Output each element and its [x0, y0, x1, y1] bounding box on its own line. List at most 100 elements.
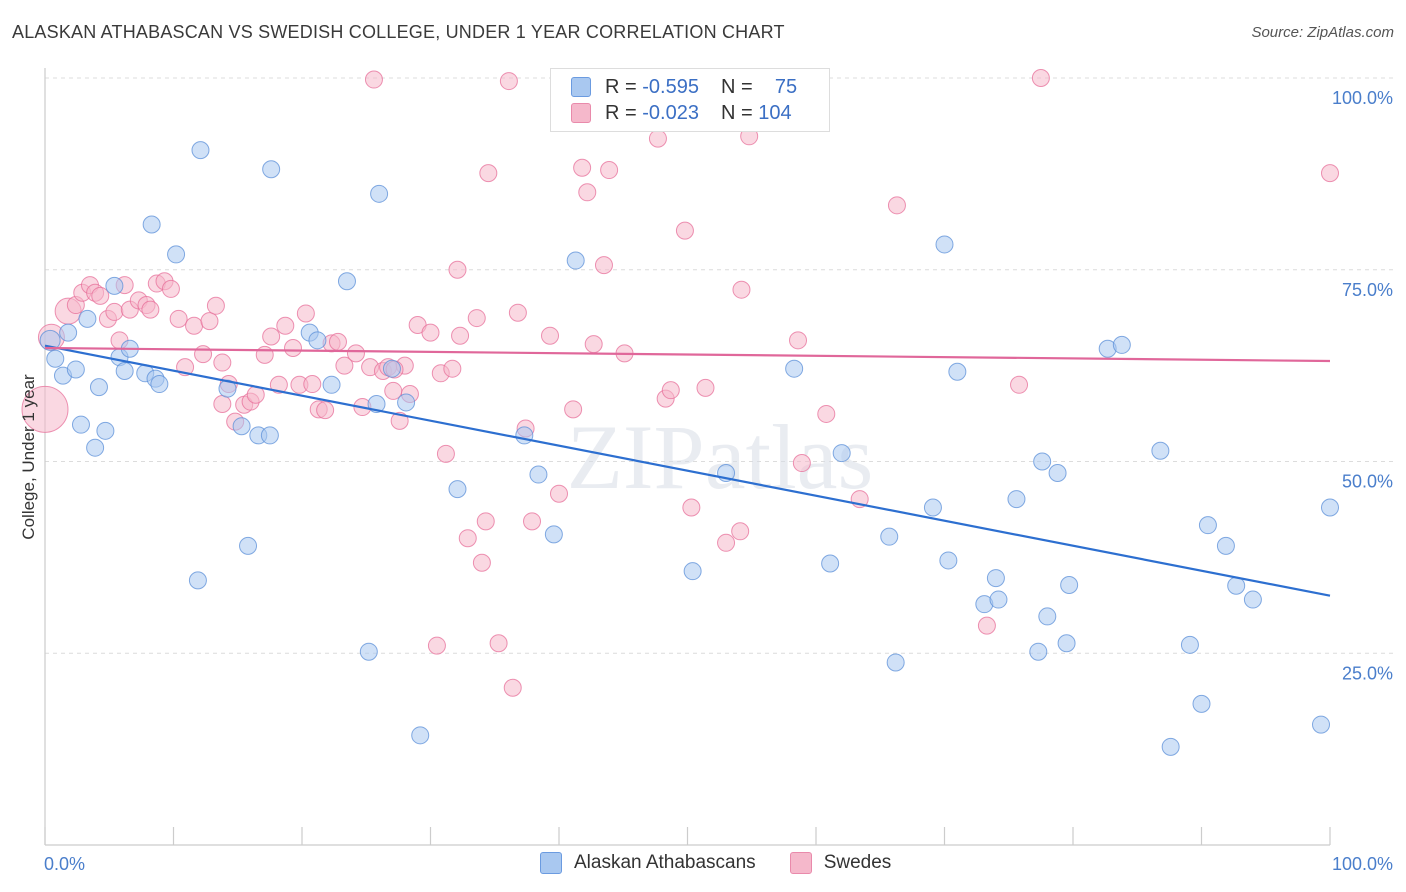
- swede-point: [213, 394, 232, 413]
- x-tick-label: 100.0%: [1332, 854, 1393, 874]
- swede-point: [584, 335, 603, 354]
- axes: [44, 68, 1331, 846]
- swede-point: [1031, 69, 1050, 87]
- swede-point: [661, 381, 680, 400]
- swede-point: [1010, 375, 1029, 394]
- tick-labels: 100.0% 75.0% 50.0% 25.0% 0.0% 100.0%: [44, 88, 1393, 874]
- legend-swatch-swedes: [571, 103, 591, 123]
- athabascan-point: [785, 359, 804, 378]
- chart-title: ALASKAN ATHABASCAN VS SWEDISH COLLEGE, U…: [12, 22, 785, 42]
- swede-point: [817, 404, 836, 423]
- athabascan-point: [188, 571, 207, 590]
- swede-point: [573, 158, 592, 177]
- athabascan-point: [115, 361, 134, 380]
- legend-row-athabascans: R = -0.595 N = 75: [571, 74, 797, 100]
- swede-point: [792, 454, 811, 473]
- swede-point: [200, 312, 219, 331]
- athabascan-point: [397, 393, 416, 412]
- athabascan-trend-line: [44, 344, 1331, 597]
- athabascan-point: [46, 349, 65, 368]
- swede-point: [269, 375, 288, 394]
- swede-point: [732, 280, 751, 299]
- athabascan-point: [1227, 576, 1246, 595]
- swede-point: [185, 316, 204, 335]
- swede-point: [600, 161, 619, 180]
- swede-point: [458, 529, 477, 548]
- legend-item-swedes[interactable]: Swedes: [789, 852, 891, 874]
- series-legend: Alaskan Athabascans Swedes: [540, 852, 925, 874]
- legend-swatch-athabascans: [540, 852, 562, 874]
- swede-point: [977, 616, 996, 635]
- athabascan-point: [86, 438, 105, 457]
- swede-point: [206, 296, 225, 315]
- swede-point: [1321, 164, 1339, 183]
- athabascan-point: [71, 415, 90, 434]
- swede-point: [887, 196, 906, 215]
- athabascan-point: [683, 562, 702, 581]
- swede-point: [303, 375, 322, 394]
- athabascan-point: [105, 276, 124, 295]
- swede-point: [262, 327, 281, 346]
- trend-lines: [44, 344, 1331, 597]
- swede-point: [503, 678, 522, 697]
- athabascan-point: [566, 251, 585, 270]
- athabascan-point: [232, 417, 251, 436]
- athabascan-point: [1060, 575, 1079, 594]
- x-tick-label: 0.0%: [44, 854, 85, 874]
- athabascan-point: [78, 309, 97, 328]
- athabascan-point: [880, 527, 899, 546]
- y-tick-label: 25.0%: [1342, 663, 1393, 683]
- swede-point: [550, 484, 568, 503]
- athabascan-points: [39, 141, 1339, 756]
- y-tick-label: 100.0%: [1332, 88, 1393, 108]
- athabascan-point: [191, 141, 210, 160]
- athabascan-point: [89, 378, 108, 397]
- legend-r-label: R =: [605, 101, 637, 124]
- athabascan-point: [939, 551, 958, 570]
- swede-point: [594, 256, 613, 275]
- athabascan-point: [1057, 634, 1076, 653]
- swede-point: [682, 498, 701, 517]
- legend-label: Alaskan Athabascans: [574, 852, 756, 873]
- athabascan-point: [150, 375, 169, 394]
- y-axis-label: College, Under 1 year: [19, 374, 38, 540]
- athabascan-point: [1112, 335, 1131, 354]
- swede-point: [276, 316, 295, 335]
- swede-point: [141, 300, 160, 319]
- swede-point: [448, 260, 467, 279]
- athabascan-point: [66, 360, 85, 379]
- athabascan-point: [923, 498, 942, 517]
- swede-point: [648, 129, 667, 148]
- athabascan-point: [986, 569, 1005, 588]
- athabascan-point: [142, 215, 161, 234]
- swede-point: [696, 378, 715, 397]
- swede-point: [499, 72, 518, 91]
- swede-point: [436, 444, 455, 463]
- athabascan-point: [1029, 642, 1048, 661]
- athabascan-point: [544, 525, 563, 544]
- athabascan-point: [382, 359, 401, 378]
- athabascan-point: [1243, 590, 1262, 609]
- athabascan-point: [1198, 516, 1217, 535]
- athabascan-point: [308, 331, 327, 350]
- legend-row-swedes: R = -0.023 N = 104: [571, 100, 792, 126]
- legend-swatch-swedes: [789, 852, 812, 874]
- athabascan-point: [1321, 498, 1339, 517]
- athabascan-point: [1048, 464, 1067, 483]
- swede-point: [717, 533, 736, 552]
- y-tick-label: 50.0%: [1342, 472, 1393, 492]
- swede-point: [169, 309, 188, 328]
- y-tick-label: 75.0%: [1342, 280, 1393, 300]
- swede-point: [508, 303, 527, 322]
- swede-point: [523, 512, 542, 531]
- swedes-points: [21, 69, 1339, 697]
- swede-point: [421, 323, 440, 342]
- swede-point: [731, 522, 750, 541]
- legend-n-label: N =: [720, 101, 753, 124]
- legend-n-value: 104: [758, 101, 792, 124]
- swede-trend-line: [44, 346, 1331, 363]
- swede-point: [541, 326, 560, 345]
- legend-item-athabascans[interactable]: Alaskan Athabascans: [540, 852, 756, 874]
- correlation-legend: R = -0.595 N = 75 R = -0.023 N = 104: [550, 68, 830, 132]
